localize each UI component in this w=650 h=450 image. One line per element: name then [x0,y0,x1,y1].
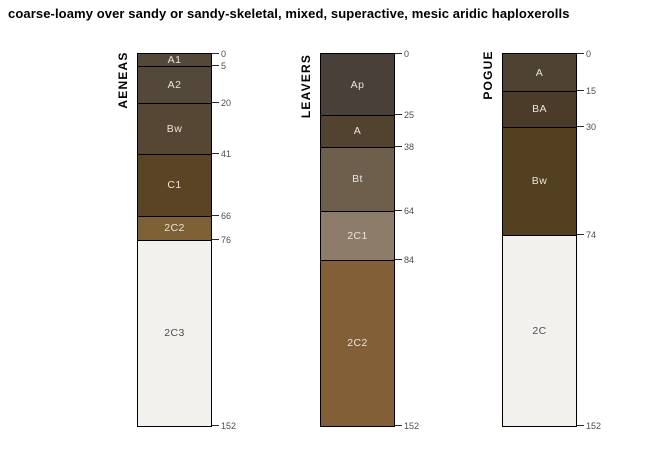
depth-tick-label: 0 [586,49,592,59]
horizon-segment [321,54,394,115]
depth-tick [212,214,219,216]
horizon-segment [503,91,576,127]
depth-tick-label: 5 [221,61,227,72]
depth-tick-label: 0 [221,49,227,59]
depth-tick [212,101,219,103]
horizon-segment [138,154,211,216]
depth-tick [395,425,402,426]
depth-tick-label: 30 [586,122,597,133]
horizon-segment [321,115,394,147]
depth-tick-label: 152 [404,421,420,431]
depth-tick [577,425,584,426]
depth-tick-label: 0 [404,49,410,59]
depth-tick-label: 76 [221,235,232,245]
chart-title: coarse-loamy over sandy or sandy-skeleta… [8,6,570,21]
depth-tick-label: 152 [221,421,237,431]
depth-tick [577,53,584,54]
horizon-segment [138,103,211,154]
depth-tick-label: 41 [221,149,232,160]
soil-column-pogue: A BA Bw 2C [502,53,577,427]
depth-tick-label: 74 [586,230,597,241]
soil-column-aeneas: A1 A2 Bw C1 2C2 2C3 [137,53,212,427]
depth-tick-label: 152 [586,421,602,431]
depth-tick-label: 38 [404,142,415,152]
depth-tick-label: 84 [404,254,415,265]
depth-tick-label: 66 [221,210,232,221]
profile-id-label: POGUE [481,49,495,100]
depth-tick [395,146,402,147]
depth-tick [212,239,219,240]
horizon-segment [138,66,211,103]
depth-tick [577,126,584,128]
profile-id-label: LEAVERS [299,53,313,118]
soil-column-leavers: Ap A Bt 2C1 2C2 [320,53,395,427]
depth-tick [395,53,402,54]
depth-tick [212,153,219,155]
horizon-segment [321,211,394,260]
depth-tick [577,89,584,91]
depth-tick-label: 20 [221,97,232,108]
depth-tick [212,65,219,67]
horizon-segment [321,260,394,426]
depth-tick [395,258,402,260]
depth-tick [212,425,219,426]
horizon-segment [503,54,576,91]
horizon-segment [321,147,394,211]
horizon-segment [138,240,211,426]
depth-tick-label: 15 [586,85,597,96]
depth-tick-label: 64 [404,205,415,216]
horizon-segment [503,127,576,235]
depth-tick [395,114,402,116]
horizon-segment [138,216,211,240]
depth-tick-label: 25 [404,110,415,121]
depth-tick [395,209,402,211]
depth-tick [577,234,584,236]
depth-tick [212,53,219,54]
horizon-segment [138,54,211,66]
horizon-segment [503,235,576,426]
profile-id-label: AENEAS [116,51,130,109]
